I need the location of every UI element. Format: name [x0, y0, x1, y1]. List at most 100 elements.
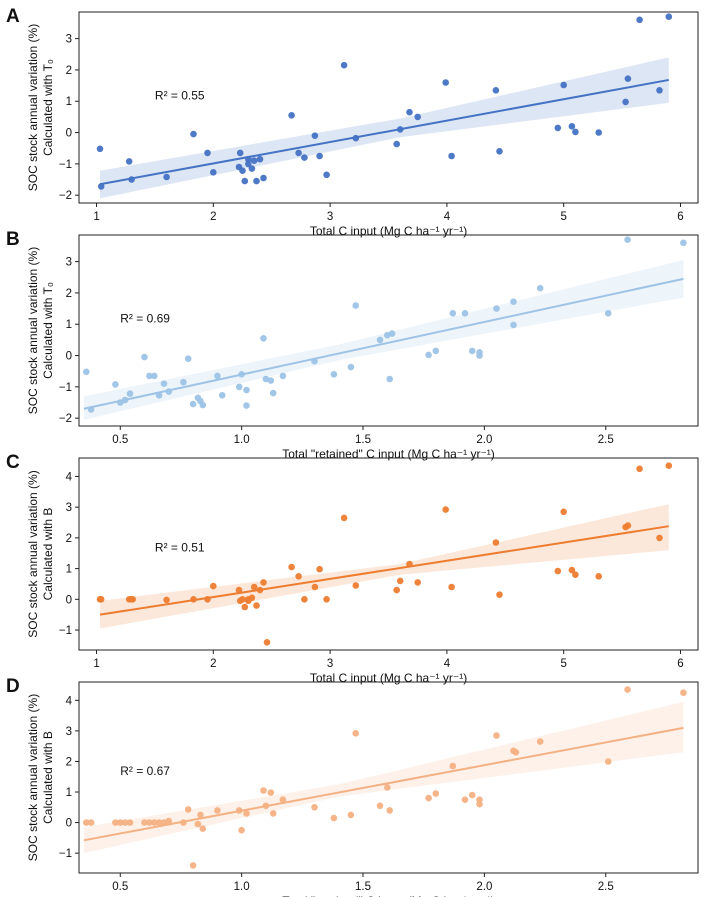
- data-point: [184, 355, 192, 363]
- y-tick-label: 0: [66, 594, 72, 606]
- panel-letter-d: D: [6, 676, 20, 697]
- data-point: [295, 149, 302, 157]
- x-tick-label: 6: [677, 211, 683, 223]
- data-point: [301, 154, 308, 161]
- data-point: [636, 465, 643, 473]
- data-point: [425, 351, 432, 359]
- data-point: [468, 791, 476, 799]
- data-point: [560, 508, 567, 516]
- data-point: [432, 790, 440, 797]
- data-point: [125, 158, 133, 165]
- data-point: [448, 583, 455, 591]
- data-point: [121, 819, 129, 826]
- confidence-band: [83, 260, 684, 420]
- x-tick-label: 5: [560, 211, 566, 223]
- y-tick-label: 0: [66, 818, 72, 830]
- x-tick-label: 1.5: [355, 434, 371, 446]
- data-point: [340, 514, 348, 522]
- data-point: [260, 174, 267, 182]
- x-tick-label: 0.5: [112, 434, 128, 446]
- data-point: [239, 596, 246, 603]
- data-point: [260, 579, 267, 586]
- y-tick-label: −1: [59, 848, 72, 860]
- x-tick-label: 5: [560, 658, 566, 670]
- data-point: [442, 79, 450, 86]
- y-tick-label: −1: [59, 625, 72, 637]
- data-point: [595, 129, 602, 136]
- data-point: [210, 169, 217, 176]
- x-tick-label: 1: [93, 211, 99, 223]
- data-point: [204, 149, 211, 157]
- data-point: [279, 372, 287, 380]
- y-axis-label: SOC stock annual variation (%): [26, 694, 40, 861]
- data-point: [414, 579, 422, 586]
- data-point: [267, 789, 275, 796]
- y-tick-label: −1: [59, 159, 72, 171]
- regression-line: [83, 726, 684, 842]
- data-point: [210, 582, 217, 590]
- data-point: [347, 363, 355, 371]
- data-point: [572, 128, 579, 136]
- data-point: [449, 310, 457, 317]
- data-point: [568, 123, 576, 130]
- x-axis-label: Total "retained" C input (Mg C ha⁻¹ yr⁻¹…: [282, 894, 495, 897]
- data-point: [493, 305, 500, 312]
- data-point: [425, 794, 432, 802]
- data-point: [393, 586, 401, 594]
- data-point: [112, 381, 119, 388]
- data-point: [536, 738, 544, 745]
- data-point: [665, 462, 673, 470]
- data-point: [396, 577, 404, 585]
- r-squared-annotation: R² = 0.69: [120, 312, 170, 326]
- data-point: [235, 383, 243, 391]
- data-point: [330, 814, 338, 822]
- data-point: [622, 98, 629, 106]
- data-point: [604, 310, 612, 317]
- data-point: [492, 87, 500, 94]
- data-point: [340, 61, 348, 69]
- x-tick-label: 2.0: [476, 881, 492, 893]
- y-tick-label: 0: [66, 351, 72, 363]
- data-point: [241, 177, 249, 185]
- data-point: [448, 152, 455, 160]
- data-point: [476, 796, 483, 803]
- data-point: [214, 807, 221, 814]
- data-point: [117, 819, 124, 826]
- data-point: [536, 284, 544, 292]
- data-point: [288, 112, 295, 119]
- y-tick-label: 2: [66, 288, 72, 300]
- data-point: [241, 603, 249, 611]
- data-point: [476, 352, 483, 359]
- x-tick-label: 1.0: [234, 434, 250, 446]
- panel-letter-c: C: [6, 452, 20, 473]
- data-point: [604, 758, 612, 765]
- data-point: [155, 819, 163, 826]
- data-point: [243, 402, 250, 409]
- data-point: [636, 16, 643, 24]
- data-point: [376, 336, 384, 344]
- data-point: [250, 583, 258, 591]
- data-point: [554, 124, 562, 132]
- x-axis-label: Total C input (Mg C ha⁻¹ yr⁻¹): [310, 671, 467, 685]
- data-point: [263, 639, 271, 646]
- data-point: [236, 149, 244, 157]
- y-tick-label: 3: [66, 726, 72, 738]
- data-point: [493, 732, 500, 739]
- x-tick-label: 2.5: [598, 881, 614, 893]
- data-point: [112, 819, 119, 826]
- data-point: [572, 571, 579, 578]
- data-point: [250, 157, 258, 164]
- data-point: [141, 819, 148, 826]
- y-tick-label: 1: [66, 96, 72, 108]
- data-point: [665, 13, 673, 20]
- y-axis-sublabel: Calculated with T₀: [41, 59, 55, 156]
- data-point: [468, 347, 476, 355]
- data-point: [256, 155, 264, 163]
- data-point: [245, 160, 252, 168]
- data-point: [126, 390, 134, 398]
- data-point: [461, 310, 469, 317]
- data-point: [83, 819, 90, 826]
- r-squared-annotation: R² = 0.67: [120, 764, 170, 778]
- data-point: [311, 583, 319, 591]
